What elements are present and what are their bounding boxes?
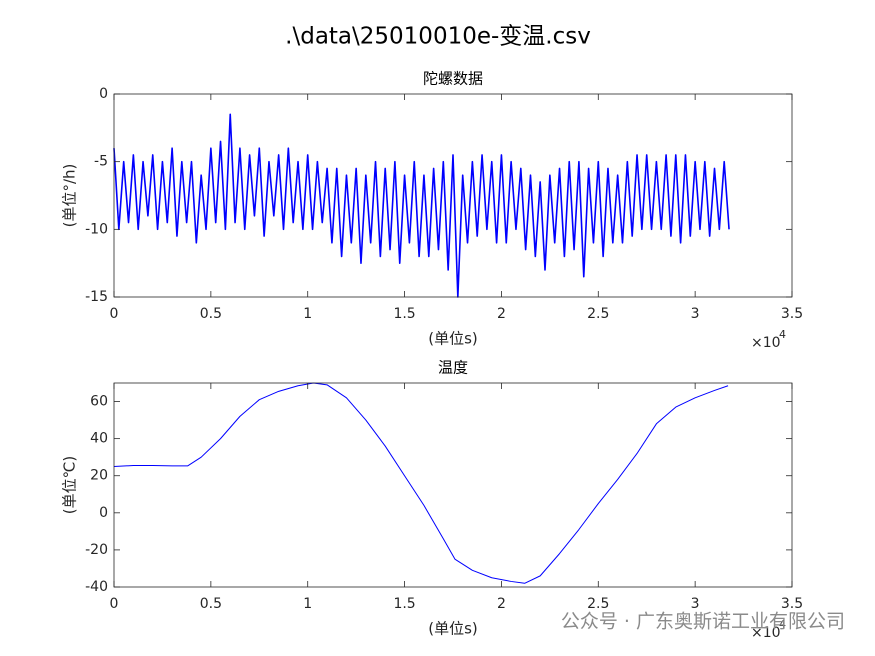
- x-tick-label: 1.5: [393, 306, 415, 322]
- axes-background: [114, 383, 792, 587]
- x-tick-label: 1: [303, 596, 312, 612]
- x-tick-label: 2.5: [587, 596, 609, 612]
- axes-background: [114, 94, 792, 297]
- y-tick-label: -20: [85, 542, 108, 558]
- data-line: [113, 113, 730, 298]
- x-tick-label: 2: [497, 306, 506, 322]
- y-tick-label: 60: [90, 394, 108, 410]
- y-tick-label: -5: [94, 154, 108, 170]
- y-tick-label: -40: [85, 579, 108, 595]
- axes-box: [113, 93, 793, 298]
- x-multiplier-power: 4: [779, 618, 786, 631]
- y-axis-label: (单位℃): [61, 456, 79, 515]
- y-tick-label: -15: [85, 289, 108, 305]
- y-tick-label: 40: [90, 431, 108, 447]
- figure-title: .\data\25010010e-变温.csv: [285, 24, 591, 50]
- axes-title: 陀螺数据: [423, 70, 483, 88]
- watermark: 公众号 · 广东奥斯诺工业有限公司: [561, 611, 845, 633]
- x-multiplier-power: 4: [779, 328, 786, 341]
- data-line: [113, 382, 729, 584]
- x-multiplier-base: ×10: [751, 335, 781, 351]
- y-tick-label: 0: [99, 86, 108, 102]
- x-tick-label: 3: [691, 306, 700, 322]
- axes-box: [113, 382, 793, 588]
- x-tick-label: 1.5: [393, 596, 415, 612]
- x-tick-label: 0: [110, 596, 119, 612]
- x-tick-label: 1: [303, 306, 312, 322]
- x-multiplier-base: ×10: [751, 625, 781, 641]
- axes-title: 温度: [438, 359, 468, 377]
- x-tick-label: 3.5: [781, 306, 803, 322]
- x-tick-label: 3: [691, 596, 700, 612]
- x-tick-label: 2: [497, 596, 506, 612]
- x-tick-label: 0: [110, 306, 119, 322]
- x-tick-label: 3.5: [781, 596, 803, 612]
- x-axis-label: (单位s): [428, 620, 478, 638]
- x-tick-label: 2.5: [587, 306, 609, 322]
- x-tick-label: 0.5: [200, 306, 222, 322]
- x-tick-label: 0.5: [200, 596, 222, 612]
- x-axis-label: (单位s): [428, 330, 478, 348]
- y-tick-label: 20: [90, 468, 108, 484]
- y-axis-label: (单位°/h): [61, 164, 79, 228]
- y-tick-label: 0: [99, 505, 108, 521]
- y-tick-label: -10: [85, 221, 108, 237]
